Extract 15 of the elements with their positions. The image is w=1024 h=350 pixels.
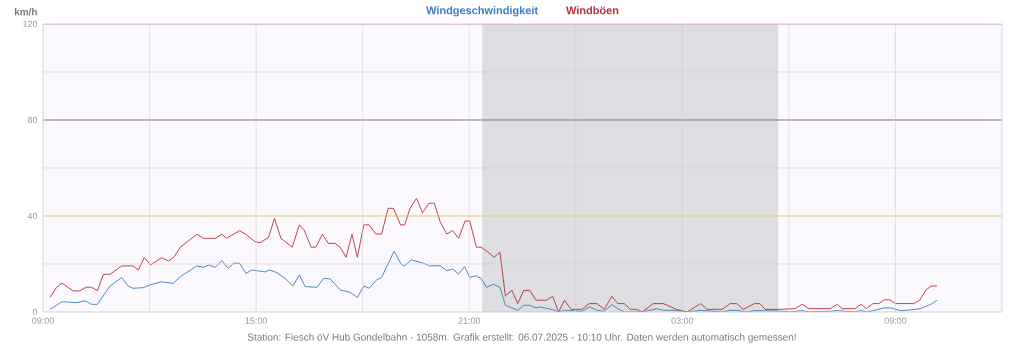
- line-series: [49, 197, 938, 312]
- x-tick-label: 15:00: [245, 317, 267, 324]
- y-tick-label: 80: [27, 116, 38, 124]
- y-tick-label: 40: [27, 212, 38, 220]
- line-series: [49, 250, 938, 312]
- y-tick-label: 120: [23, 20, 38, 28]
- text: Windböen: [566, 6, 619, 15]
- x-tick-label: 03:00: [671, 317, 694, 324]
- text: Windgeschwindigkeit: [426, 6, 538, 17]
- x-tick-label: 09:00: [884, 317, 907, 324]
- y-axis-title: km/h: [14, 8, 37, 16]
- text: Station: Fiesch öV Hub Gondelbahn - 1058m. Grafik erstellt: 06.07.2025 - 10:10 Uhr. Daten werden automatisch gemessen!: [247, 333, 796, 343]
- y-tick-label: 0: [32, 308, 38, 316]
- x-tick-label: 21:00: [458, 317, 481, 324]
- x-tick-label: 09:00: [32, 317, 54, 324]
